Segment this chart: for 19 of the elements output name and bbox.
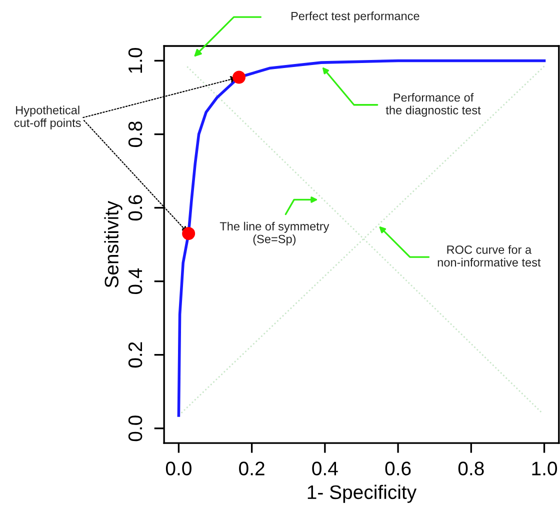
y-tick-label: 0.8	[128, 122, 142, 147]
text: Perfect test performance	[292, 12, 420, 23]
annotation: Performance of the diagnostic test	[386, 93, 481, 117]
annotation: ROC curve for a non-informative test	[438, 245, 541, 267]
y-axis-title: Sensitivity	[104, 200, 122, 288]
annotation: Hypothetical cut-off points	[14, 106, 81, 130]
x-tick-label: 0.4	[312, 462, 338, 476]
y-tick-label: 1.0	[128, 48, 142, 73]
annotation: The line of symmetry (Se=Sp)	[220, 222, 330, 246]
x-tick-label: 0.8	[458, 462, 484, 476]
y-tick-label: 0.0	[128, 416, 142, 442]
y-tick-label: 0.2	[128, 342, 142, 368]
x-tick-label: 0.2	[239, 462, 264, 476]
x-axis-title: 1- Specificity	[308, 484, 417, 503]
x-tick-label: 1.0	[532, 462, 558, 476]
y-tick-label: 0.6	[128, 195, 142, 221]
x-tick-label: 0.0	[166, 462, 192, 476]
x-tick-label: 0.6	[385, 462, 411, 476]
y-tick-label: 0.4	[128, 268, 142, 294]
